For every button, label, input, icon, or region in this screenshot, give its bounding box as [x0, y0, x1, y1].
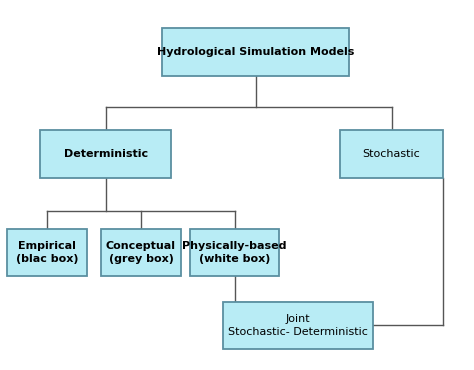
- Text: Stochastic: Stochastic: [363, 149, 420, 159]
- Text: Deterministic: Deterministic: [64, 149, 148, 159]
- FancyBboxPatch shape: [40, 130, 172, 178]
- FancyBboxPatch shape: [8, 229, 87, 276]
- FancyBboxPatch shape: [101, 229, 181, 276]
- Text: Empirical
(blac box): Empirical (blac box): [16, 241, 79, 264]
- FancyBboxPatch shape: [190, 229, 279, 276]
- Text: Physically-based
(white box): Physically-based (white box): [182, 241, 287, 264]
- FancyBboxPatch shape: [223, 302, 373, 349]
- FancyBboxPatch shape: [162, 28, 349, 76]
- Text: Joint
Stochastic- Deterministic: Joint Stochastic- Deterministic: [228, 314, 368, 337]
- Text: Hydrological Simulation Models: Hydrological Simulation Models: [157, 47, 355, 57]
- FancyBboxPatch shape: [340, 130, 443, 178]
- Text: Conceptual
(grey box): Conceptual (grey box): [106, 241, 176, 264]
